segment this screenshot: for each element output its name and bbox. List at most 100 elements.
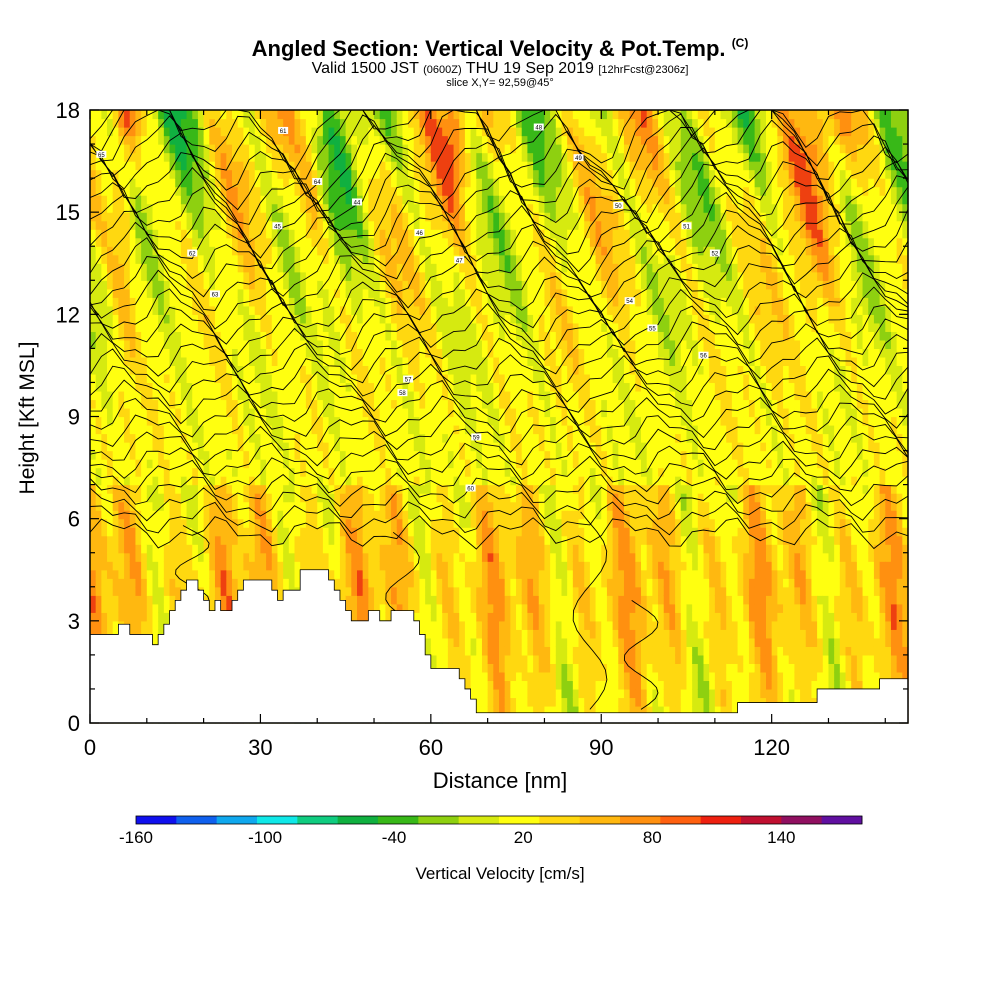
velocity-cell bbox=[169, 501, 176, 511]
velocity-cell bbox=[294, 305, 301, 315]
velocity-cell bbox=[112, 493, 119, 503]
velocity-cell bbox=[436, 246, 443, 256]
velocity-cell bbox=[112, 595, 119, 605]
velocity-cell bbox=[339, 595, 347, 605]
velocity-cell bbox=[425, 382, 432, 392]
velocity-cell bbox=[107, 425, 114, 435]
velocity-cell bbox=[368, 544, 375, 554]
velocity-cell bbox=[362, 220, 369, 230]
velocity-cell bbox=[408, 195, 415, 205]
velocity-cell bbox=[368, 373, 375, 384]
velocity-cell bbox=[260, 169, 267, 179]
velocity-cell bbox=[334, 578, 341, 588]
velocity-cell bbox=[356, 501, 364, 511]
velocity-cell bbox=[271, 527, 279, 537]
velocity-cell bbox=[379, 382, 386, 392]
velocity-cell bbox=[294, 382, 301, 392]
velocity-cell bbox=[90, 297, 97, 307]
velocity-cell bbox=[266, 322, 273, 332]
velocity-cell bbox=[453, 646, 460, 656]
velocity-cell bbox=[345, 535, 352, 545]
velocity-cell bbox=[476, 237, 483, 247]
velocity-cell bbox=[95, 237, 102, 247]
velocity-cell bbox=[226, 169, 233, 179]
velocity-cell bbox=[112, 382, 119, 392]
velocity-cell bbox=[391, 535, 398, 545]
velocity-cell bbox=[436, 203, 443, 213]
velocity-cell bbox=[237, 578, 244, 588]
velocity-cell bbox=[300, 254, 307, 264]
velocity-cell bbox=[220, 152, 227, 162]
velocity-cell bbox=[277, 586, 284, 596]
velocity-cell bbox=[464, 348, 472, 358]
velocity-cell bbox=[413, 169, 421, 179]
velocity-cell bbox=[175, 535, 182, 545]
velocity-cell bbox=[243, 459, 250, 469]
velocity-cell bbox=[186, 186, 193, 196]
velocity-cell bbox=[356, 271, 364, 281]
velocity-cell bbox=[95, 425, 102, 435]
velocity-cell bbox=[186, 135, 193, 145]
velocity-cell bbox=[408, 212, 415, 222]
velocity-cell bbox=[192, 382, 199, 392]
velocity-cell bbox=[237, 118, 244, 128]
velocity-cell bbox=[254, 118, 262, 128]
velocity-cell bbox=[345, 271, 352, 281]
velocity-cell bbox=[436, 305, 443, 315]
velocity-cell bbox=[345, 237, 352, 247]
velocity-cell bbox=[311, 305, 318, 315]
velocity-cell bbox=[425, 518, 432, 528]
velocity-cell bbox=[129, 127, 137, 137]
velocity-cell bbox=[374, 501, 381, 511]
velocity-cell bbox=[294, 254, 301, 264]
velocity-cell bbox=[294, 561, 301, 571]
velocity-cell bbox=[209, 203, 216, 213]
velocity-cell bbox=[328, 450, 335, 460]
velocity-cell bbox=[402, 518, 409, 528]
velocity-cell bbox=[476, 637, 483, 647]
velocity-cell bbox=[374, 459, 381, 469]
velocity-cell bbox=[169, 118, 176, 128]
velocity-cell bbox=[107, 629, 114, 639]
velocity-cell bbox=[356, 297, 364, 307]
velocity-cell bbox=[470, 671, 477, 682]
velocity-cell bbox=[260, 442, 267, 452]
velocity-cell bbox=[328, 254, 335, 264]
velocity-cell bbox=[214, 195, 222, 205]
velocity-cell bbox=[158, 552, 165, 562]
velocity-cell bbox=[232, 110, 239, 120]
velocity-cell bbox=[351, 390, 358, 401]
velocity-cell bbox=[107, 254, 114, 264]
velocity-cell bbox=[334, 161, 341, 171]
velocity-cell bbox=[425, 407, 432, 418]
velocity-cell bbox=[419, 118, 426, 128]
velocity-cell bbox=[266, 373, 273, 384]
velocity-cell bbox=[254, 263, 262, 273]
velocity-cell bbox=[419, 459, 426, 469]
velocity-cell bbox=[322, 280, 330, 290]
velocity-cell bbox=[305, 331, 313, 341]
velocity-cell bbox=[288, 212, 296, 222]
velocity-cell bbox=[294, 220, 301, 230]
velocity-cell bbox=[396, 161, 404, 171]
velocity-cell bbox=[197, 195, 205, 205]
velocity-cell bbox=[391, 416, 398, 426]
velocity-cell bbox=[209, 476, 216, 486]
velocity-cell bbox=[135, 552, 142, 562]
velocity-cell bbox=[356, 203, 364, 213]
velocity-cell bbox=[362, 433, 369, 443]
velocity-cell bbox=[317, 169, 324, 179]
velocity-cell bbox=[425, 356, 432, 367]
velocity-cell bbox=[436, 407, 443, 418]
velocity-cell bbox=[413, 305, 421, 315]
velocity-cell bbox=[322, 297, 330, 307]
velocity-cell bbox=[362, 603, 369, 613]
velocity-cell bbox=[311, 348, 318, 358]
velocity-cell bbox=[197, 493, 205, 503]
velocity-cell bbox=[271, 535, 279, 545]
velocity-cell bbox=[249, 518, 256, 528]
velocity-cell bbox=[447, 535, 455, 545]
velocity-cell bbox=[430, 603, 438, 613]
velocity-cell bbox=[237, 356, 244, 367]
velocity-cell bbox=[413, 365, 421, 375]
